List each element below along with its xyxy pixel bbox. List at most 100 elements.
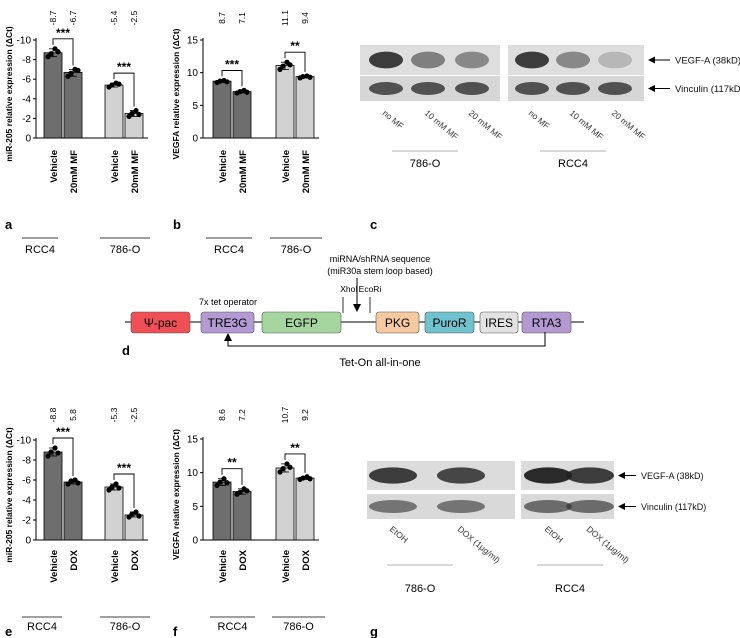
x-tick-label: 20mM MF: [69, 150, 80, 193]
construct-box: [424, 311, 475, 334]
band-bottom: [598, 82, 632, 95]
data-point: [287, 464, 293, 470]
x-tick-label: 20mM MF: [238, 150, 249, 193]
band-name: VEGF-A (38kD): [641, 471, 704, 481]
lane-label: 20 mM MF: [610, 108, 648, 142]
x-tick-label: DOX: [69, 549, 80, 570]
x-tick-label: Vehicle: [281, 550, 292, 583]
band-name: Vinculin (117kD): [675, 84, 740, 95]
bar: [232, 91, 252, 139]
value-label: -5.3: [109, 407, 119, 422]
x-tick-label: Vehicle: [110, 550, 121, 583]
value-label: 9.2: [300, 409, 310, 421]
group-label: 786-O: [405, 583, 436, 595]
y-tick-label: 15: [187, 36, 199, 47]
data-point: [280, 63, 286, 69]
data-point: [300, 475, 306, 481]
data-point: [133, 107, 139, 114]
y-tick-label: 0: [192, 134, 198, 145]
y-tick-label: 10: [187, 68, 199, 79]
lane-label: 10 mM MF: [423, 108, 461, 142]
value-label: 5.8: [68, 409, 78, 421]
significance-bracket: [113, 72, 135, 107]
group-label: RCC4: [558, 158, 588, 170]
y-tick-label: -2: [22, 114, 31, 125]
data-point: [48, 51, 54, 57]
significance-bracket: [284, 51, 306, 72]
y-tick-label: 15: [187, 435, 199, 446]
panel-label-a: a: [5, 217, 13, 232]
data-point: [214, 482, 220, 489]
bar: [63, 71, 83, 139]
data-point: [52, 445, 58, 451]
y-tick-label: 5: [192, 101, 198, 112]
data-point: [221, 476, 227, 482]
bar: [212, 80, 232, 139]
significance-label: ***: [117, 461, 131, 475]
significance-label: **: [227, 456, 237, 470]
group-label: RCC4: [27, 621, 57, 633]
group-label: 786-O: [281, 244, 312, 256]
band-bottom: [437, 500, 485, 513]
bar: [295, 76, 315, 139]
y-tick-label: 0: [25, 134, 31, 145]
band-top: [369, 467, 417, 484]
blot-c: no MF 10 mM MF 20 mM MF no MF 10 mM MF 20 mM …: [360, 45, 740, 170]
value-label: -8.8: [48, 407, 58, 422]
construct-diagram: Ψ-pac TRE3G EGFP PKG PuroR IRES RTA3 miRNA/shRN…: [125, 254, 584, 369]
lane-label: 20 mM MF: [467, 108, 505, 142]
data-point: [244, 89, 250, 95]
xhoi-label: XhoI: [340, 284, 358, 294]
bar: [212, 481, 232, 541]
y-tick-label: 0: [25, 536, 31, 547]
x-tick-label: 20mM MF: [301, 150, 312, 193]
construct-box: [521, 311, 572, 334]
lane-label: DOX (1μg/ml): [456, 524, 502, 565]
data-point: [287, 62, 293, 68]
group-label: RCC4: [25, 244, 55, 256]
teton-label: Tet-On all-in-one: [339, 357, 420, 369]
significance-label: ***: [225, 58, 239, 72]
y-tick-label: 5: [192, 502, 198, 513]
construct-box-label: PuroR: [432, 316, 466, 330]
data-point: [109, 484, 115, 490]
construct-box-label: IRES: [485, 316, 513, 330]
significance-label: ***: [117, 60, 131, 74]
band-bottom: [515, 82, 549, 95]
construct-box-label: PKG: [385, 316, 410, 330]
significance-label: ***: [56, 425, 70, 439]
teton-arrow-head: [224, 333, 232, 341]
data-point: [280, 466, 286, 472]
operator-label: 7x tet operator: [199, 297, 257, 307]
lane-label: no MF: [381, 108, 406, 131]
data-point: [116, 81, 122, 87]
band-bottom: [566, 500, 614, 513]
data-point: [217, 479, 223, 485]
data-point: [129, 511, 135, 517]
data-point: [300, 73, 306, 80]
bar: [104, 486, 124, 541]
construct-box-label: RTA3: [532, 316, 562, 330]
group-label: 786-O: [110, 244, 141, 256]
arrow-head: [618, 503, 625, 510]
value-label: -6.7: [68, 10, 78, 25]
data-point: [75, 67, 81, 73]
lane-label: EtOH: [543, 524, 565, 545]
teton-loop: [227, 332, 546, 347]
value-label: 10.7: [280, 406, 290, 423]
significance-bracket: [221, 468, 243, 485]
value-label: 11.1: [280, 10, 290, 26]
band-top: [566, 467, 614, 484]
data-point: [224, 79, 230, 85]
y-tick-label: -4: [22, 496, 31, 507]
data-point: [68, 70, 74, 76]
panel-label-d: d: [122, 343, 130, 358]
lane-label: DOX (1μg/ml): [585, 524, 631, 565]
band-name: VEGF-A (38kD): [675, 56, 740, 67]
x-tick-label: DOX: [301, 549, 312, 570]
data-point: [68, 478, 74, 484]
band-bottom: [556, 82, 590, 95]
band-top: [411, 51, 445, 69]
y-axis-label: VEGFA relative expression (ΔCt): [171, 28, 181, 159]
data-point: [217, 78, 223, 84]
